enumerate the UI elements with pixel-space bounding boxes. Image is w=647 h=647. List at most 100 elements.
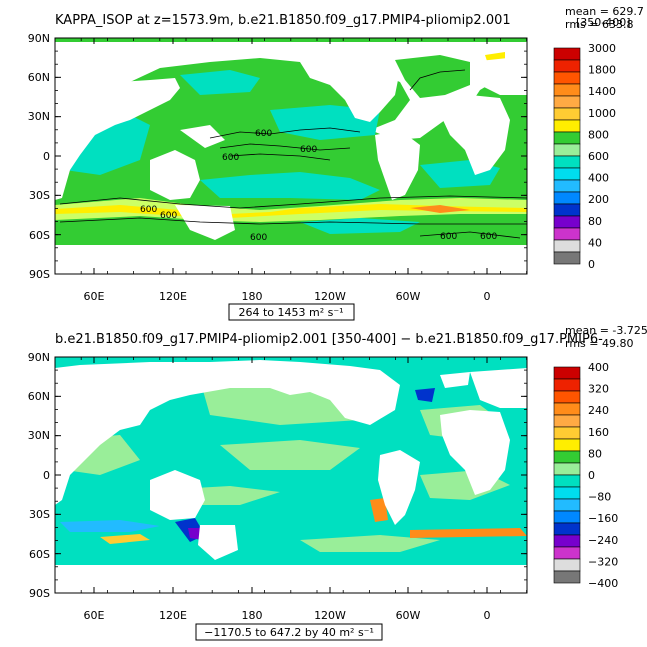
- panel-bottom-colorbar: 400 320 240 160 80 0 −80 −160 −240 −320 −400: [553, 361, 618, 590]
- colorbar-label: 80: [588, 215, 602, 228]
- colorbar-label: 0: [588, 469, 595, 482]
- lon-label: 60E: [84, 609, 105, 622]
- colorbar-swatch: [553, 522, 581, 536]
- colorbar-swatch: [553, 366, 581, 380]
- lat-label: 30S: [29, 189, 50, 202]
- land-africa: [440, 95, 510, 175]
- contour-label: 600: [255, 129, 272, 139]
- colorbar-swatch: [553, 474, 581, 488]
- colorbar-label: 0: [588, 258, 595, 271]
- colorbar-swatch: [553, 251, 581, 265]
- colorbar-label: 3000: [588, 42, 616, 55]
- lon-label: 0: [484, 290, 491, 303]
- contour-label: 600: [250, 233, 267, 243]
- land-south-america: [378, 450, 420, 525]
- colorbar-label: 240: [588, 404, 609, 417]
- contour-label: 600: [300, 145, 317, 155]
- land-australia: [150, 470, 205, 520]
- colorbar-swatch: [553, 143, 581, 157]
- colorbar-label: 1800: [588, 64, 616, 77]
- panel-bottom-range: −1170.5 to 647.2 by 40 m² s⁻¹: [204, 626, 374, 639]
- colorbar-swatch: [553, 510, 581, 524]
- colorbar-swatch: [553, 462, 581, 476]
- colorbar-swatch: [553, 107, 581, 121]
- colorbar-label: −400: [588, 577, 618, 590]
- contour-label: 600: [160, 211, 177, 221]
- panel-top-subtitle: [350-400]: [576, 16, 631, 29]
- lat-label: 90S: [29, 587, 50, 600]
- panel-bottom-ticks: [54, 356, 527, 594]
- colorbar-swatch: [553, 131, 581, 145]
- colorbar-swatch: [553, 155, 581, 169]
- panel-top-mean: mean = 629.7: [565, 5, 644, 18]
- colorbar-swatch: [553, 71, 581, 85]
- colorbar-swatch: [553, 486, 581, 500]
- panel-bottom-range-box: [195, 623, 383, 641]
- colorbar-label: −80: [588, 491, 611, 504]
- colorbar-label: 600: [588, 150, 609, 163]
- colorbar-label: 400: [588, 361, 609, 374]
- contour-label: 600: [140, 205, 157, 215]
- colorbar-swatch: [553, 83, 581, 97]
- land-asia: [55, 78, 180, 200]
- colorbar-label: 160: [588, 426, 609, 439]
- land-north-america: [300, 60, 400, 122]
- panel-top-range: 264 to 1453 m² s⁻¹: [238, 306, 343, 319]
- colorbar-swatch: [553, 119, 581, 133]
- land-south-america: [375, 130, 420, 200]
- lat-label: 30N: [28, 110, 50, 123]
- contour-label: 600: [440, 232, 457, 242]
- lon-label: 180: [242, 609, 263, 622]
- land-antarctica: [55, 245, 527, 274]
- colorbar-swatch: [553, 450, 581, 464]
- lat-label: 30N: [28, 429, 50, 442]
- panel-top-title: KAPPA_ISOP at z=1573.9m, b.e21.B1850.f09…: [55, 13, 511, 28]
- colorbar-swatch: [553, 47, 581, 61]
- lat-label: 0: [43, 469, 50, 482]
- colorbar-label: 400: [588, 172, 609, 185]
- lon-label: 180: [242, 290, 263, 303]
- panel-bottom-map: [55, 357, 527, 593]
- lon-label: 60E: [84, 290, 105, 303]
- contour-label: 600: [222, 153, 239, 163]
- colorbar-label: 40: [588, 236, 602, 249]
- colorbar-swatch: [553, 95, 581, 109]
- colorbar-label: −240: [588, 534, 618, 547]
- colorbar-swatch: [553, 215, 581, 229]
- lat-label: 60N: [28, 71, 50, 84]
- colorbar-swatch: [553, 239, 581, 253]
- land-antarctica: [55, 565, 527, 593]
- colorbar-label: 320: [588, 383, 609, 396]
- panel-top: KAPPA_ISOP at z=1573.9m, b.e21.B1850.f09…: [28, 5, 644, 321]
- lat-label: 30S: [29, 508, 50, 521]
- lat-label: 90S: [29, 268, 50, 281]
- colorbar-swatch: [553, 426, 581, 440]
- colorbar-label: 200: [588, 193, 609, 206]
- lon-label: 120W: [314, 290, 346, 303]
- colorbar-swatch: [553, 191, 581, 205]
- lon-label: 120E: [159, 290, 187, 303]
- panel-bottom-mean: mean = -3.725: [565, 324, 647, 337]
- lon-label: 120E: [159, 609, 187, 622]
- contour-label: 600: [480, 232, 497, 242]
- colorbar-label: −320: [588, 555, 618, 568]
- colorbar-swatch: [553, 534, 581, 548]
- colorbar-swatch: [553, 203, 581, 217]
- colorbar-swatch: [553, 498, 581, 512]
- lat-label: 60N: [28, 390, 50, 403]
- lat-label: 60S: [29, 548, 50, 561]
- lon-label: 60W: [396, 609, 421, 622]
- lat-label: 60S: [29, 229, 50, 242]
- panel-top-map: 600 600 600 600 600 600 600 600: [55, 38, 527, 274]
- colorbar-swatch: [553, 227, 581, 241]
- colorbar-swatch: [553, 390, 581, 404]
- lat-label: 0: [43, 150, 50, 163]
- colorbar-label: 80: [588, 447, 602, 460]
- colorbar-swatch: [553, 59, 581, 73]
- lon-label: 60W: [396, 290, 421, 303]
- colorbar-swatch: [553, 570, 581, 584]
- land-australia: [150, 150, 200, 200]
- panel-top-rms: rms = 633.8: [565, 18, 633, 31]
